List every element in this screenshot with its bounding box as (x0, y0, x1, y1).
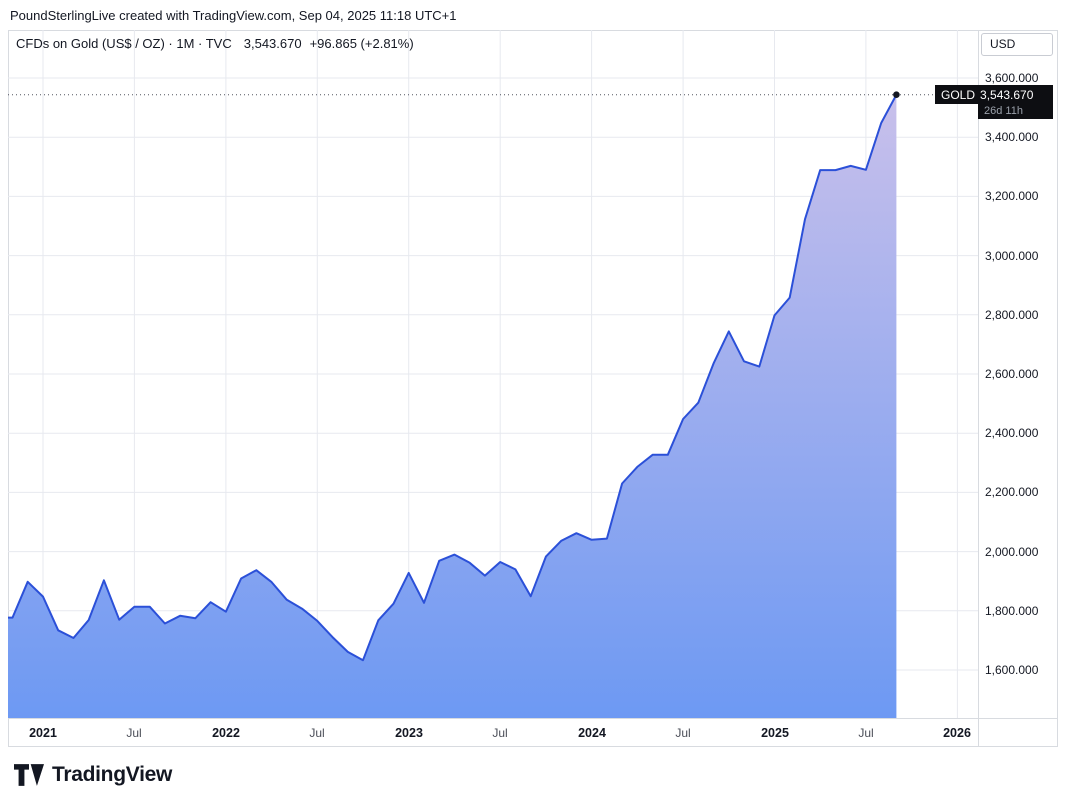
price-tick: 3,600.000 (985, 71, 1039, 85)
area-series (8, 91, 935, 718)
price-scale-divider (978, 30, 979, 747)
legend-price-change: +96.865 (+2.81%) (309, 36, 414, 51)
last-price-row: GOLD 3,543.670 (935, 85, 1053, 104)
time-tick: 2023 (395, 726, 423, 740)
price-tick: 2,400.000 (985, 426, 1039, 440)
time-tick: 2022 (212, 726, 240, 740)
time-tick: 2021 (29, 726, 57, 740)
price-tick: 2,200.000 (985, 485, 1039, 499)
tradingview-logo[interactable]: TradingView (14, 762, 172, 788)
price-tick: 2,800.000 (985, 308, 1039, 322)
time-tick: Jul (492, 726, 508, 740)
price-chart-plot[interactable] (8, 30, 978, 718)
symbol-badge: GOLD (941, 87, 976, 102)
last-price-label[interactable]: GOLD 3,543.670 26d 11h (935, 85, 1053, 119)
price-tick: 3,200.000 (985, 189, 1039, 203)
price-tick: 1,600.000 (985, 663, 1039, 677)
attribution-text: PoundSterlingLive created with TradingVi… (10, 8, 457, 23)
time-tick: 2024 (578, 726, 606, 740)
time-tick: Jul (309, 726, 325, 740)
price-tick: 1,800.000 (985, 604, 1039, 618)
price-tick: 3,000.000 (985, 249, 1039, 263)
price-tick: 2,000.000 (985, 545, 1039, 559)
tradingview-wordmark: TradingView (52, 763, 173, 786)
legend: CFDs on Gold (US$ / OZ) · 1M · TVC 3,543… (16, 36, 414, 51)
price-tick: 3,400.000 (985, 130, 1039, 144)
tradingview-logo-icon (14, 764, 44, 786)
time-tick: 2026 (943, 726, 971, 740)
price-tick: 2,600.000 (985, 367, 1039, 381)
time-tick: Jul (858, 726, 874, 740)
last-price-value: 3,543.670 (980, 87, 1034, 102)
time-tick: Jul (675, 726, 691, 740)
legend-last-price: 3,543.670 (243, 36, 302, 51)
time-tick: 2025 (761, 726, 789, 740)
bar-countdown: 26d 11h (978, 104, 1053, 119)
time-scale-divider (8, 718, 1058, 719)
symbol-title[interactable]: CFDs on Gold (US$ / OZ) · 1M · TVC (16, 36, 232, 51)
currency-button[interactable]: USD (981, 33, 1053, 56)
time-tick: Jul (126, 726, 142, 740)
